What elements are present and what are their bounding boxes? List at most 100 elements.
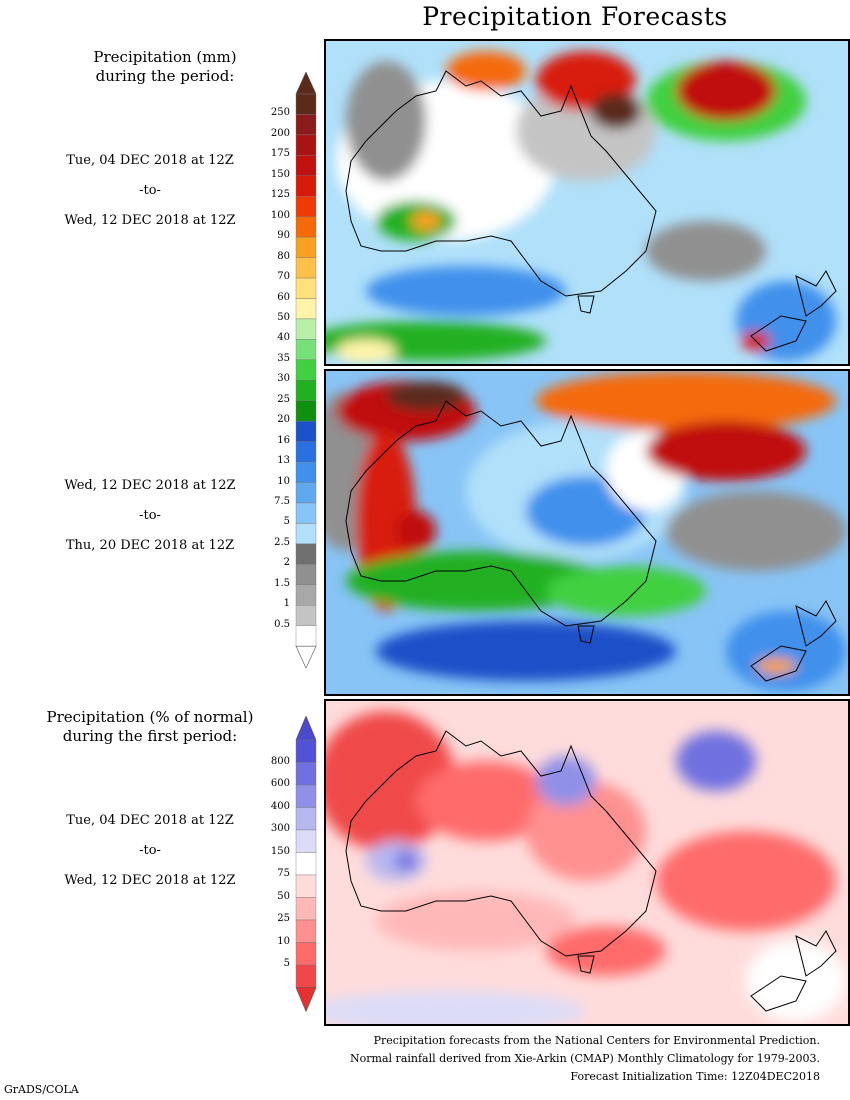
colorbar-segment bbox=[295, 897, 317, 921]
colorbar-tick-label: 40 bbox=[277, 332, 290, 344]
colorbar-top-arrow bbox=[295, 716, 317, 741]
colorbar-tick-label: 400 bbox=[270, 800, 290, 812]
pct-title-line-1: Precipitation (% of normal) bbox=[46, 708, 254, 726]
colorbar-segment bbox=[295, 155, 317, 176]
colorbar-segment bbox=[295, 964, 317, 988]
colorbar-tick-label: 16 bbox=[277, 434, 290, 446]
colorbar-tick-label: 0.5 bbox=[274, 618, 290, 630]
colorbar-segment bbox=[295, 625, 317, 647]
colorbar-segment bbox=[295, 829, 317, 853]
colorbar-segment bbox=[295, 605, 317, 626]
colorbar-segment bbox=[295, 874, 317, 898]
colorbar-tick-label: 60 bbox=[277, 291, 290, 303]
colorbar-segment bbox=[295, 134, 317, 156]
colorbar-tick-label: 10 bbox=[277, 475, 290, 487]
colorbar-tick-label: 7.5 bbox=[274, 496, 290, 507]
period1-sep: -to- bbox=[139, 183, 161, 198]
colorbar-tick-label: 25 bbox=[277, 393, 290, 405]
colorbar-tick-label: 5 bbox=[283, 516, 290, 528]
period1-end: Wed, 12 DEC 2018 at 12Z bbox=[64, 213, 236, 228]
colorbar-tick-label: 2 bbox=[283, 557, 290, 569]
period2-start: Wed, 12 DEC 2018 at 12Z bbox=[64, 478, 236, 493]
period2-sep: -to- bbox=[139, 508, 161, 523]
footer-source: Precipitation forecasts from the Nationa… bbox=[373, 1034, 820, 1047]
colorbar-tick-label: 90 bbox=[277, 230, 290, 242]
colorbar-tick-label: 300 bbox=[270, 823, 290, 834]
colorbar-segment bbox=[295, 784, 317, 808]
colorbar-tick-label: 50 bbox=[277, 890, 290, 902]
colorbar-tick-label: 30 bbox=[277, 373, 290, 385]
pct-period-start: Tue, 04 DEC 2018 at 12Z bbox=[66, 813, 234, 828]
colorbar-segment bbox=[295, 380, 317, 401]
period1-start: Tue, 04 DEC 2018 at 12Z bbox=[66, 153, 234, 168]
colorbar-segment bbox=[295, 762, 317, 786]
colorbar-tick-label: 70 bbox=[277, 271, 290, 283]
colorbar-segment bbox=[295, 277, 317, 299]
colorbar-segment bbox=[295, 543, 317, 565]
colorbar-segment bbox=[295, 919, 317, 943]
colorbar-segment bbox=[295, 339, 317, 361]
mm-title-line-2: during the period: bbox=[95, 67, 235, 85]
colorbar-segment bbox=[295, 421, 317, 442]
colorbar-segment bbox=[295, 196, 317, 217]
colorbar-tick-label: 50 bbox=[277, 311, 290, 323]
colorbar-segment bbox=[295, 175, 317, 197]
colorbar-tick-label: 25 bbox=[277, 913, 290, 924]
colorbar-segment bbox=[295, 298, 317, 320]
colorbar-tick-label: 10 bbox=[277, 935, 290, 947]
precip-map-period1 bbox=[324, 39, 850, 366]
colorbar-tick-label: 5 bbox=[283, 958, 290, 969]
colorbar-tick-label: 600 bbox=[270, 778, 290, 789]
precip-pct-normal-map bbox=[324, 699, 850, 1026]
period2-end: Thu, 20 DEC 2018 at 12Z bbox=[65, 538, 235, 553]
colorbar-tick-label: 13 bbox=[277, 455, 290, 467]
colorbar-bottom-arrow bbox=[295, 645, 317, 668]
colorbar-tick-label: 100 bbox=[270, 209, 290, 221]
colorbar-top-arrow bbox=[295, 72, 317, 95]
colorbar-segment bbox=[295, 584, 317, 606]
colorbar-tick-label: 1.5 bbox=[274, 577, 290, 589]
mm-section-title: Precipitation (mm) during the period: bbox=[45, 48, 285, 86]
colorbar-segment bbox=[295, 502, 317, 524]
precip-mm-colorbar bbox=[295, 72, 317, 668]
colorbar-tick-label: 1 bbox=[283, 598, 290, 610]
colorbar-tick-label: 800 bbox=[270, 755, 290, 767]
pct-period-end: Wed, 12 DEC 2018 at 12Z bbox=[64, 873, 236, 888]
colorbar-tick-label: 150 bbox=[270, 168, 290, 180]
precip-pct-colorbar bbox=[295, 716, 317, 1013]
footer-normal: Normal rainfall derived from Xie-Arkin (… bbox=[350, 1052, 820, 1065]
colorbar-segment bbox=[295, 114, 317, 136]
colorbar-segment bbox=[295, 359, 317, 381]
mm-title-line-1: Precipitation (mm) bbox=[93, 48, 237, 66]
colorbar-tick-label: 35 bbox=[277, 352, 290, 364]
colorbar-segment bbox=[295, 564, 317, 586]
colorbar-segment bbox=[295, 523, 317, 545]
pct-title-line-2: during the first period: bbox=[62, 727, 238, 745]
colorbar-tick-label: 200 bbox=[270, 127, 290, 139]
colorbar-segment bbox=[295, 441, 317, 463]
footer-init-time: Forecast Initialization Time: 12Z04DEC20… bbox=[570, 1070, 820, 1083]
colorbar-tick-label: 250 bbox=[270, 107, 290, 119]
colorbar-segment bbox=[295, 482, 317, 504]
colorbar-segment bbox=[295, 318, 317, 340]
colorbar-tick-label: 2.5 bbox=[274, 536, 290, 548]
precip-map-period2 bbox=[324, 369, 850, 696]
colorbar-tick-label: 175 bbox=[270, 148, 290, 160]
colorbar-tick-label: 150 bbox=[270, 845, 290, 857]
colorbar-segment bbox=[295, 236, 317, 258]
colorbar-tick-label: 80 bbox=[277, 250, 290, 262]
grads-credit: GrADS/COLA bbox=[4, 1083, 79, 1096]
colorbar-segment bbox=[295, 807, 317, 831]
colorbar-segment bbox=[295, 942, 317, 966]
colorbar-tick-label: 125 bbox=[270, 189, 290, 201]
pct-section-title: Precipitation (% of normal) during the f… bbox=[30, 708, 270, 746]
colorbar-tick-label: 75 bbox=[277, 868, 290, 879]
colorbar-segment bbox=[295, 461, 317, 483]
colorbar-segment bbox=[295, 216, 317, 238]
colorbar-segment bbox=[295, 739, 317, 763]
pct-period-sep: -to- bbox=[139, 843, 161, 858]
colorbar-tick-label: 20 bbox=[277, 414, 290, 426]
colorbar-segment bbox=[295, 257, 317, 279]
colorbar-bottom-arrow bbox=[295, 987, 317, 1013]
colorbar-segment bbox=[295, 400, 317, 422]
